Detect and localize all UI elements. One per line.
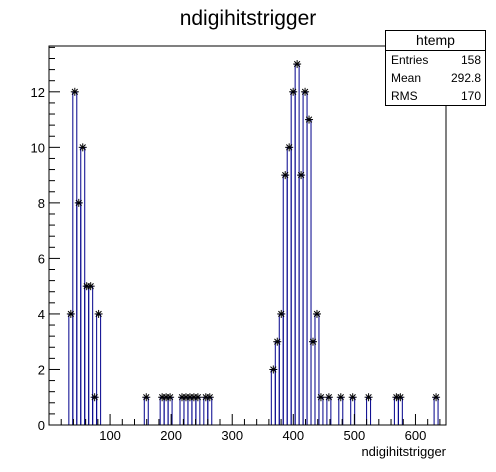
histogram-bin xyxy=(278,313,284,425)
data-markers xyxy=(66,60,441,402)
histogram-bin xyxy=(84,285,90,425)
chart-title: ndigihitstrigger xyxy=(180,7,317,30)
data-point xyxy=(364,393,373,402)
stats-row-entries: Entries 158 xyxy=(386,51,485,69)
data-point xyxy=(336,393,345,402)
y-tick-label: 10 xyxy=(31,140,45,155)
stats-label: RMS xyxy=(391,89,418,103)
histogram-bin xyxy=(290,91,296,425)
data-point xyxy=(293,60,302,69)
y-tick-label: 4 xyxy=(38,307,45,322)
histogram-bin xyxy=(366,396,372,425)
data-point xyxy=(301,87,310,96)
histogram-bin xyxy=(397,396,403,425)
histogram-bin xyxy=(72,91,78,425)
data-point xyxy=(166,393,175,402)
axes: 100 200 300 400 500 600 0 2 4 6 8 10 12 xyxy=(31,45,447,443)
histogram-bin xyxy=(92,396,98,425)
x-tick-label: 600 xyxy=(405,428,427,443)
y-tick-label: 0 xyxy=(38,418,45,433)
data-point xyxy=(269,365,278,374)
y-tick-label: 2 xyxy=(38,362,45,377)
data-point xyxy=(90,393,99,402)
histogram-bin xyxy=(310,341,316,425)
x-axis-label: ndigihitstrigger xyxy=(361,444,446,459)
data-point xyxy=(205,393,214,402)
histogram-bin xyxy=(286,146,292,425)
histogram-bin xyxy=(274,341,280,425)
histogram-bin xyxy=(88,285,94,425)
histogram-bin xyxy=(282,174,288,425)
histogram-bin xyxy=(183,396,189,425)
plot-frame xyxy=(48,45,447,426)
data-point xyxy=(74,198,83,207)
y-tick-label: 12 xyxy=(31,85,45,100)
data-point xyxy=(66,309,75,318)
data-point xyxy=(285,143,294,152)
histogram-bin xyxy=(76,202,82,425)
data-point xyxy=(277,309,286,318)
data-point xyxy=(348,393,357,402)
data-point xyxy=(432,393,441,402)
y-tick-label: 8 xyxy=(38,196,45,211)
data-point xyxy=(396,393,405,402)
stats-row-mean: Mean 292.8 xyxy=(386,69,485,87)
x-tick-label: 100 xyxy=(99,428,121,443)
data-point xyxy=(316,393,325,402)
x-tick-label: 400 xyxy=(282,428,304,443)
histogram-bin xyxy=(203,396,209,425)
stats-title: htemp xyxy=(386,31,485,51)
histogram-bin xyxy=(302,91,308,425)
histogram-bin xyxy=(207,396,213,425)
stats-value: 292.8 xyxy=(450,71,481,85)
data-point xyxy=(70,87,79,96)
stats-label: Mean xyxy=(391,71,422,85)
histogram-bin xyxy=(393,396,399,425)
stats-row-rms: RMS 170 xyxy=(386,87,485,105)
data-point xyxy=(324,393,333,402)
histogram-bin xyxy=(195,396,201,425)
histogram-bin xyxy=(298,174,304,425)
histogram-bin xyxy=(433,396,439,425)
x-tick-label: 500 xyxy=(344,428,366,443)
stats-value: 170 xyxy=(460,89,481,103)
data-point xyxy=(86,282,95,291)
stats-box: htemp Entries 158 Mean 292.8 RMS 170 xyxy=(385,30,486,106)
histogram-bin xyxy=(306,119,312,425)
histogram-bin xyxy=(270,368,276,425)
histogram-bin xyxy=(318,396,324,425)
stats-label: Entries xyxy=(391,53,429,67)
data-point xyxy=(281,171,290,180)
data-point xyxy=(297,171,306,180)
histogram-bin xyxy=(96,313,102,425)
histogram-bin xyxy=(314,313,320,425)
data-point xyxy=(273,337,282,346)
data-point xyxy=(305,115,314,124)
data-point xyxy=(142,393,151,402)
y-tick-label: 6 xyxy=(38,251,45,266)
data-point xyxy=(309,337,318,346)
data-point xyxy=(289,87,298,96)
data-point xyxy=(78,143,87,152)
x-tick-label: 300 xyxy=(221,428,243,443)
data-point xyxy=(312,309,321,318)
histogram-bin xyxy=(294,63,300,425)
data-point xyxy=(193,393,202,402)
histogram-bars xyxy=(49,63,446,426)
histogram-bin xyxy=(159,396,165,425)
data-point xyxy=(94,309,103,318)
histogram-bin xyxy=(163,396,169,425)
x-tick-label: 200 xyxy=(160,428,182,443)
stats-value: 158 xyxy=(460,53,481,67)
histogram-bin xyxy=(68,313,74,425)
histogram-bin xyxy=(187,396,193,425)
